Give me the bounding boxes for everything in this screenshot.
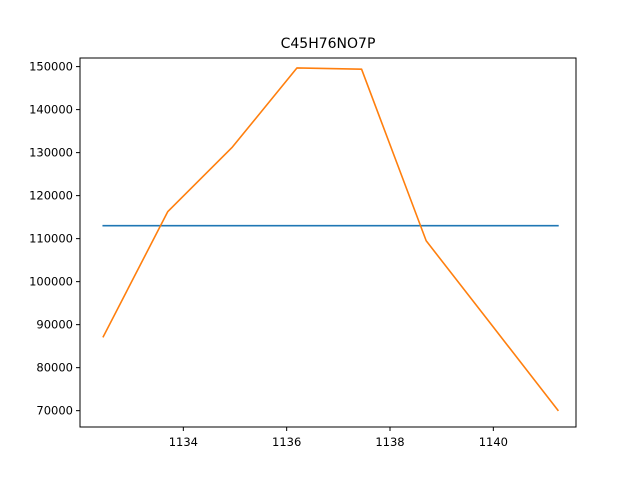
x-axis: 1134 1136 1138 1140: [169, 427, 508, 449]
series-line-intensity: [102, 67, 560, 412]
x-tick-label: 1140: [479, 435, 508, 449]
y-tick-label: 140000: [29, 103, 73, 117]
x-tick-label: 1136: [272, 435, 301, 449]
y-tick-label: 150000: [29, 60, 73, 74]
y-tick-label: 70000: [36, 404, 73, 418]
y-axis: 70000 80000 90000 100000 110000 120000 130000 1…: [29, 60, 80, 418]
y-tick-label: 120000: [29, 189, 73, 203]
axes-frame: [79, 57, 577, 428]
plot-area: [102, 67, 560, 412]
y-tick-label: 100000: [29, 275, 73, 289]
y-tick-label: 80000: [36, 361, 73, 375]
y-tick-label: 90000: [36, 318, 73, 332]
x-tick-label: 1138: [375, 435, 404, 449]
y-tick-label: 110000: [29, 232, 73, 246]
chart-title: C45H76NO7P: [281, 36, 376, 52]
y-tick-label: 130000: [29, 146, 73, 160]
x-tick-label: 1134: [169, 435, 198, 449]
